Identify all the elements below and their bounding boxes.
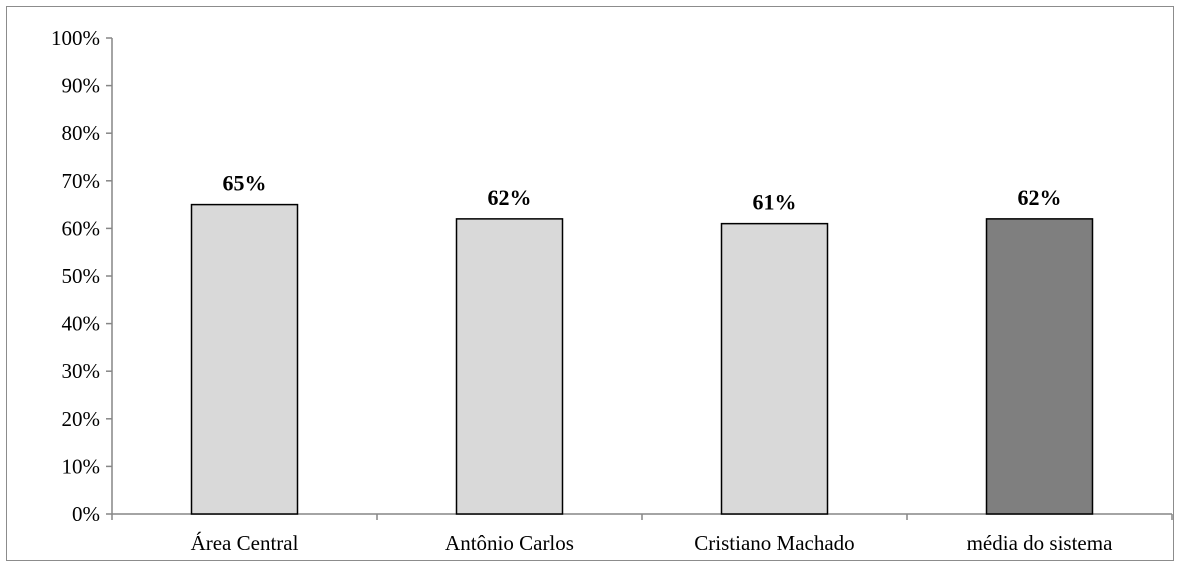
data-label: 62% xyxy=(1018,185,1062,210)
x-category-label: média do sistema xyxy=(967,531,1113,555)
x-category-label: Área Central xyxy=(191,531,299,555)
y-tick-label: 80% xyxy=(62,121,101,145)
x-category-label: Cristiano Machado xyxy=(694,531,854,555)
y-tick-label: 50% xyxy=(62,264,101,288)
bar xyxy=(190,203,299,515)
y-tick-label: 100% xyxy=(51,26,100,50)
y-axis: 0% 10% 20% 30% 40% 50% 60% 70% 80% 90% 100% xyxy=(51,26,113,526)
y-tick-label: 40% xyxy=(62,312,101,336)
y-tick-label: 60% xyxy=(62,216,101,240)
y-tick-label: 90% xyxy=(62,74,101,98)
y-tick-label: 20% xyxy=(62,407,101,431)
y-tick-label: 70% xyxy=(62,169,101,193)
bars xyxy=(190,203,1094,515)
data-labels: 65% 62% 61% 62% xyxy=(223,171,1062,215)
bar xyxy=(455,218,564,515)
x-axis: Área Central Antônio Carlos Cristiano Mach… xyxy=(111,513,1173,555)
data-label: 61% xyxy=(753,190,797,215)
y-tick-label: 0% xyxy=(72,502,100,526)
x-category-label: Antônio Carlos xyxy=(445,531,574,555)
bar xyxy=(720,222,829,515)
bar xyxy=(985,218,1094,515)
y-tick-label: 10% xyxy=(62,454,101,478)
data-label: 65% xyxy=(223,171,267,196)
data-label: 62% xyxy=(488,185,532,210)
y-tick-label: 30% xyxy=(62,359,101,383)
